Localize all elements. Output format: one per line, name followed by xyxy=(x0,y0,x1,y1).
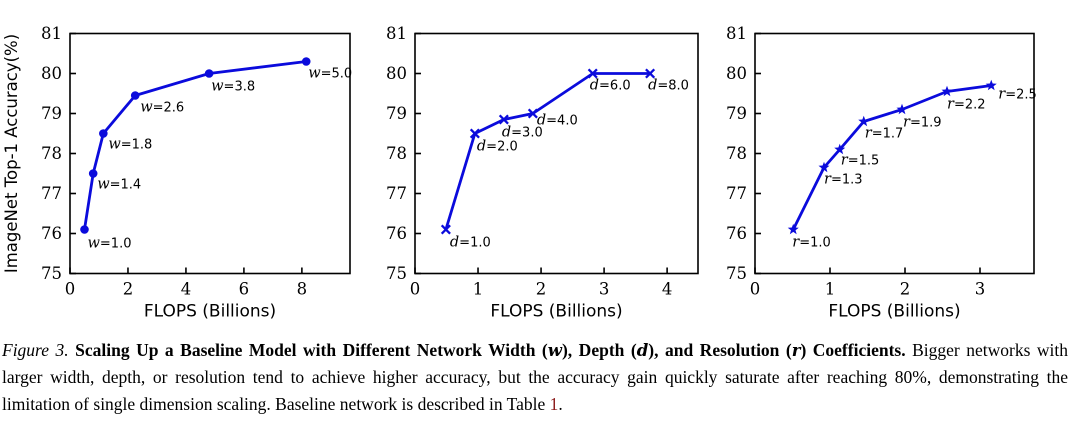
circle-marker xyxy=(99,129,108,138)
point-label: w=1.8 xyxy=(108,137,152,153)
point-label: w=3.8 xyxy=(211,79,255,95)
caption-segment: ) Coefficients. xyxy=(800,340,906,360)
circle-marker xyxy=(130,91,140,100)
caption-segment: d xyxy=(636,341,649,360)
point-label: d=3.0 xyxy=(502,125,543,141)
y-tick-label: 75 xyxy=(726,264,747,283)
x-marker xyxy=(645,68,656,79)
point-label: d=4.0 xyxy=(537,113,578,129)
x-tick-label: 1 xyxy=(825,280,836,299)
y-axis-title: ImageNet Top-1 Accuracy(%) xyxy=(2,34,21,273)
caption-segment: ), Depth ( xyxy=(561,340,637,360)
width-scaling-chart: 0 2 4 6 8 75 76 77 78 79 80 81 FLOPS (Billions) Image… xyxy=(2,24,352,322)
caption-segment: w xyxy=(547,341,562,360)
point-label: d=1.0 xyxy=(450,235,491,251)
y-tick-label: 79 xyxy=(41,104,62,123)
x-marker xyxy=(440,224,451,235)
x-tick-label: 4 xyxy=(181,280,192,299)
x-tick-label: 0 xyxy=(65,280,76,299)
x-tick-label: 4 xyxy=(662,280,673,299)
point-label: r=1.0 xyxy=(792,235,831,251)
y-tick-label: 78 xyxy=(726,144,747,163)
point-label: r=1.7 xyxy=(865,126,904,142)
circle-marker xyxy=(204,69,214,78)
y-tick-label: 76 xyxy=(726,224,747,243)
point-label: w=5.0 xyxy=(308,66,352,82)
y-tick-label: 78 xyxy=(41,144,62,163)
circle-marker xyxy=(301,57,311,66)
y-tick-label: 79 xyxy=(386,104,407,123)
caption-segment: Figure 3. xyxy=(2,340,69,360)
depth-scaling-chart: 0 1 2 3 4 75 76 77 78 79 80 81 FLOPS (Billions) d=1.0… xyxy=(386,24,699,322)
x-tick-label: 2 xyxy=(900,280,911,299)
x-tick-label: 6 xyxy=(239,280,250,299)
x-marker xyxy=(527,108,538,119)
star-marker xyxy=(985,79,997,91)
point-label: r=1.5 xyxy=(841,153,880,169)
x-marker xyxy=(587,68,598,79)
x-tick-label: 2 xyxy=(123,280,134,299)
x-tick-label: 1 xyxy=(473,280,484,299)
x-tick-label: 8 xyxy=(297,280,308,299)
point-label: w=2.6 xyxy=(140,100,184,116)
y-tick-label: 81 xyxy=(41,24,62,43)
y-tick-label: 75 xyxy=(386,264,407,283)
y-tick-label: 80 xyxy=(386,64,407,83)
point-label: d=6.0 xyxy=(590,78,631,94)
y-tick-label: 78 xyxy=(386,144,407,163)
caption-segment: r xyxy=(791,341,801,360)
star-marker xyxy=(896,103,908,115)
y-tick-label: 81 xyxy=(386,24,407,43)
y-tick-label: 77 xyxy=(41,184,62,203)
y-tick-label: 75 xyxy=(41,264,62,283)
caption-segment: Bigger networks with larger width, depth… xyxy=(2,340,1069,414)
figure-caption: Figure 3. Scaling Up a Baseline Model wi… xyxy=(2,337,1068,418)
x-axis-title: FLOPS (Billions) xyxy=(490,302,622,322)
data-line xyxy=(83,60,308,231)
point-label: r=2.5 xyxy=(998,87,1037,103)
point-label: r=2.2 xyxy=(947,97,986,113)
star-marker xyxy=(787,223,799,235)
caption-segment: . xyxy=(558,394,563,414)
caption-segment: Scaling Up a Baseline Model with Differe… xyxy=(75,340,548,360)
star-marker xyxy=(941,85,953,97)
figure-panels: 0 2 4 6 8 75 76 77 78 79 80 81 FLOPS (Billions) Image… xyxy=(2,24,1037,322)
data-line xyxy=(444,72,652,231)
y-tick-label: 76 xyxy=(41,224,62,243)
x-marker xyxy=(469,128,480,139)
y-tick-label: 77 xyxy=(726,184,747,203)
caption-segment: ), and Resolution ( xyxy=(648,340,792,360)
x-tick-label: 0 xyxy=(750,280,761,299)
x-tick-label: 3 xyxy=(975,280,986,299)
point-label: w=1.0 xyxy=(87,236,131,252)
star-marker xyxy=(858,115,870,127)
y-tick-label: 80 xyxy=(726,64,747,83)
circle-marker xyxy=(88,169,98,178)
y-tick-label: 76 xyxy=(386,224,407,243)
star-marker xyxy=(818,161,830,173)
y-tick-label: 80 xyxy=(41,64,62,83)
table-1-link[interactable]: 1 xyxy=(549,394,559,414)
y-tick-label: 79 xyxy=(726,104,747,123)
point-label: r=1.9 xyxy=(903,115,942,131)
x-tick-label: 3 xyxy=(599,280,610,299)
x-tick-label: 0 xyxy=(410,280,421,299)
point-label: d=2.0 xyxy=(477,139,518,155)
point-label: r=1.3 xyxy=(824,172,863,188)
x-marker xyxy=(498,114,509,125)
star-marker xyxy=(834,143,846,155)
y-tick-label: 81 xyxy=(726,24,747,43)
x-axis-title: FLOPS (Billions) xyxy=(144,302,276,322)
point-label: w=1.4 xyxy=(97,177,141,193)
x-tick-label: 2 xyxy=(536,280,547,299)
x-axis-title: FLOPS (Billions) xyxy=(828,302,960,322)
y-tick-label: 77 xyxy=(386,184,407,203)
circle-marker xyxy=(80,225,89,234)
point-label: d=8.0 xyxy=(648,78,689,94)
resolution-scaling-chart: 0 1 2 3 75 76 77 78 79 80 81 FLOPS (Billions) r=1.0 r… xyxy=(726,24,1037,322)
